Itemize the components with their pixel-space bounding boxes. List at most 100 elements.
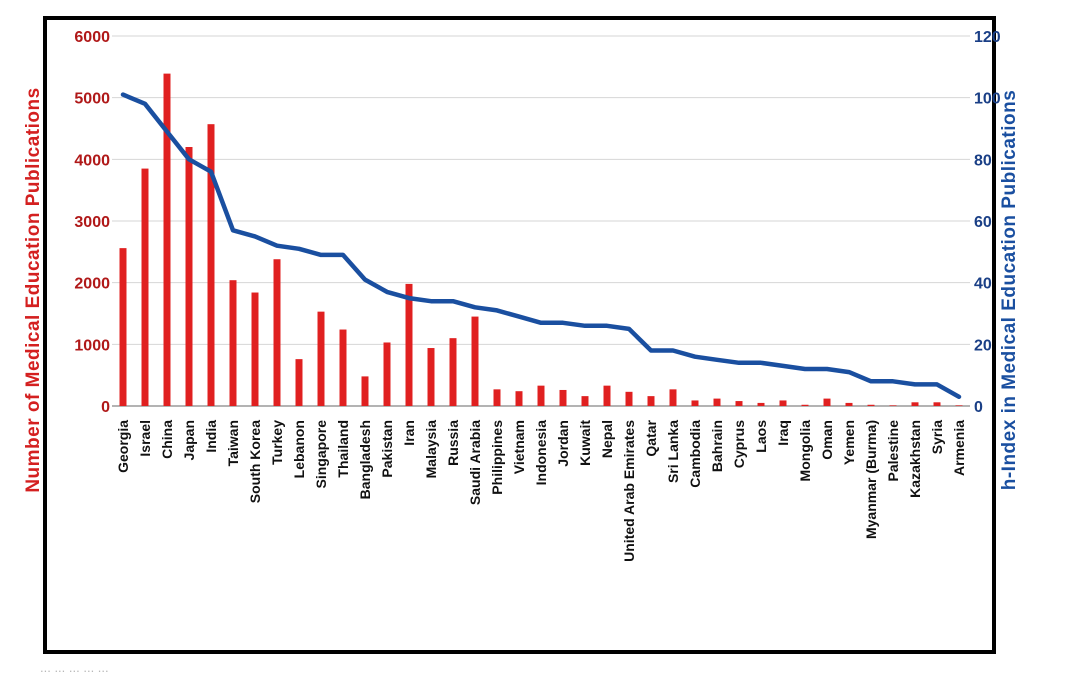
x-tick-label: Japan	[181, 420, 197, 460]
bar	[955, 405, 963, 406]
x-tick-label: Iran	[401, 420, 417, 446]
x-tick-label: South Korea	[247, 420, 263, 503]
bar	[603, 385, 611, 406]
x-tick-label: Vietnam	[511, 420, 527, 474]
x-tick-label: Myanmar (Burma)	[863, 420, 879, 539]
bar	[141, 168, 149, 406]
x-tick-label: Indonesia	[533, 420, 549, 486]
x-tick-label: Palestine	[885, 420, 901, 482]
x-tick-label: Taiwan	[225, 420, 241, 466]
x-tick-label: Kazakhstan	[907, 420, 923, 498]
right-tick-label: 100	[974, 91, 1001, 108]
left-tick-label: 2000	[74, 276, 110, 293]
x-tick-label: Cyprus	[731, 420, 747, 468]
left-tick-label: 6000	[74, 29, 110, 46]
bar	[317, 311, 325, 406]
right-tick-label: 40	[974, 276, 992, 293]
x-tick-label: Yemen	[841, 420, 857, 465]
bar	[889, 405, 897, 406]
right-tick-label: 60	[974, 214, 992, 231]
bar-series	[119, 73, 963, 406]
bar	[229, 280, 237, 406]
x-tick-label: Cambodia	[687, 420, 703, 488]
x-axis-labels: Georgia Israel China Japan India Taiwan South …	[115, 419, 967, 561]
x-tick-label: Singapore	[313, 420, 329, 489]
left-tick-label: 4000	[74, 152, 110, 169]
h-index-line	[120, 92, 962, 400]
bar	[867, 404, 875, 406]
bar	[251, 292, 259, 406]
line-series	[120, 92, 962, 400]
bar	[823, 398, 831, 406]
bar	[339, 329, 347, 406]
bar	[471, 316, 479, 406]
x-tick-label: Bangladesh	[357, 420, 373, 499]
bar	[163, 73, 171, 406]
x-tick-label: Malaysia	[423, 420, 439, 479]
bar	[537, 385, 545, 406]
bar	[119, 248, 127, 406]
x-tick-label: Mongolia	[797, 420, 813, 482]
bar	[185, 147, 193, 406]
x-tick-label: Israel	[137, 420, 153, 457]
bar	[493, 389, 501, 406]
bar	[207, 124, 215, 406]
bar	[691, 400, 699, 406]
bar	[361, 376, 369, 406]
right-axis-label: h-Index in Medical Education Publication…	[999, 89, 1020, 491]
x-tick-label: Nepal	[599, 420, 615, 458]
right-tick-label: 20	[974, 337, 992, 354]
bar	[845, 402, 853, 406]
x-tick-label: Laos	[753, 420, 769, 453]
bar	[735, 401, 743, 406]
bar	[581, 396, 589, 406]
x-tick-label: Saudi Arabia	[467, 420, 483, 505]
bar	[801, 404, 809, 406]
left-tick-label: 5000	[74, 91, 110, 108]
x-tick-label: Sri Lanka	[665, 420, 681, 483]
bar	[383, 342, 391, 406]
bar	[911, 402, 919, 406]
left-axis-label: Number of Medical Education Publications	[23, 87, 44, 493]
bar	[933, 402, 941, 406]
x-tick-label: Pakistan	[379, 420, 395, 478]
x-tick-label: Lebanon	[291, 420, 307, 478]
bar	[449, 338, 457, 406]
x-tick-label: China	[159, 420, 175, 459]
x-tick-label: Kuwait	[577, 420, 593, 466]
left-tick-label: 1000	[74, 337, 110, 354]
x-tick-label: Russia	[445, 420, 461, 466]
bar	[625, 391, 633, 406]
bar	[647, 396, 655, 406]
right-tick-label: 120	[974, 29, 1001, 46]
x-tick-label: United Arab Emirates	[621, 420, 637, 562]
x-tick-label: Turkey	[269, 420, 285, 465]
x-tick-label: Jordan	[555, 420, 571, 467]
left-tick-label: 3000	[74, 214, 110, 231]
grid-lines	[112, 35, 970, 407]
x-tick-label: Philippines	[489, 420, 505, 495]
x-tick-label: India	[203, 420, 219, 453]
x-tick-label: Armenia	[951, 420, 967, 476]
chart-frame	[43, 16, 996, 654]
left-tick-label: 0	[101, 399, 110, 416]
bar	[427, 348, 435, 406]
caption-fragment: ... ... ... ... ...	[40, 660, 109, 675]
left-axis-ticks: 0 1000 2000 3000 4000 5000 6000	[74, 29, 110, 416]
bar	[559, 389, 567, 406]
right-axis-ticks: 0 20 40 60 80 100 120	[974, 29, 1001, 416]
bar	[669, 389, 677, 406]
bar	[295, 359, 303, 406]
right-tick-label: 0	[974, 399, 983, 416]
right-tick-label: 80	[974, 152, 992, 169]
bar	[515, 391, 523, 406]
bar	[779, 400, 787, 406]
x-tick-label: Bahrain	[709, 420, 725, 472]
bar	[405, 283, 413, 406]
bar	[757, 402, 765, 406]
x-tick-label: Oman	[819, 420, 835, 460]
bar	[713, 398, 721, 406]
x-tick-label: Thailand	[335, 420, 351, 478]
x-tick-label: Syria	[929, 420, 945, 454]
